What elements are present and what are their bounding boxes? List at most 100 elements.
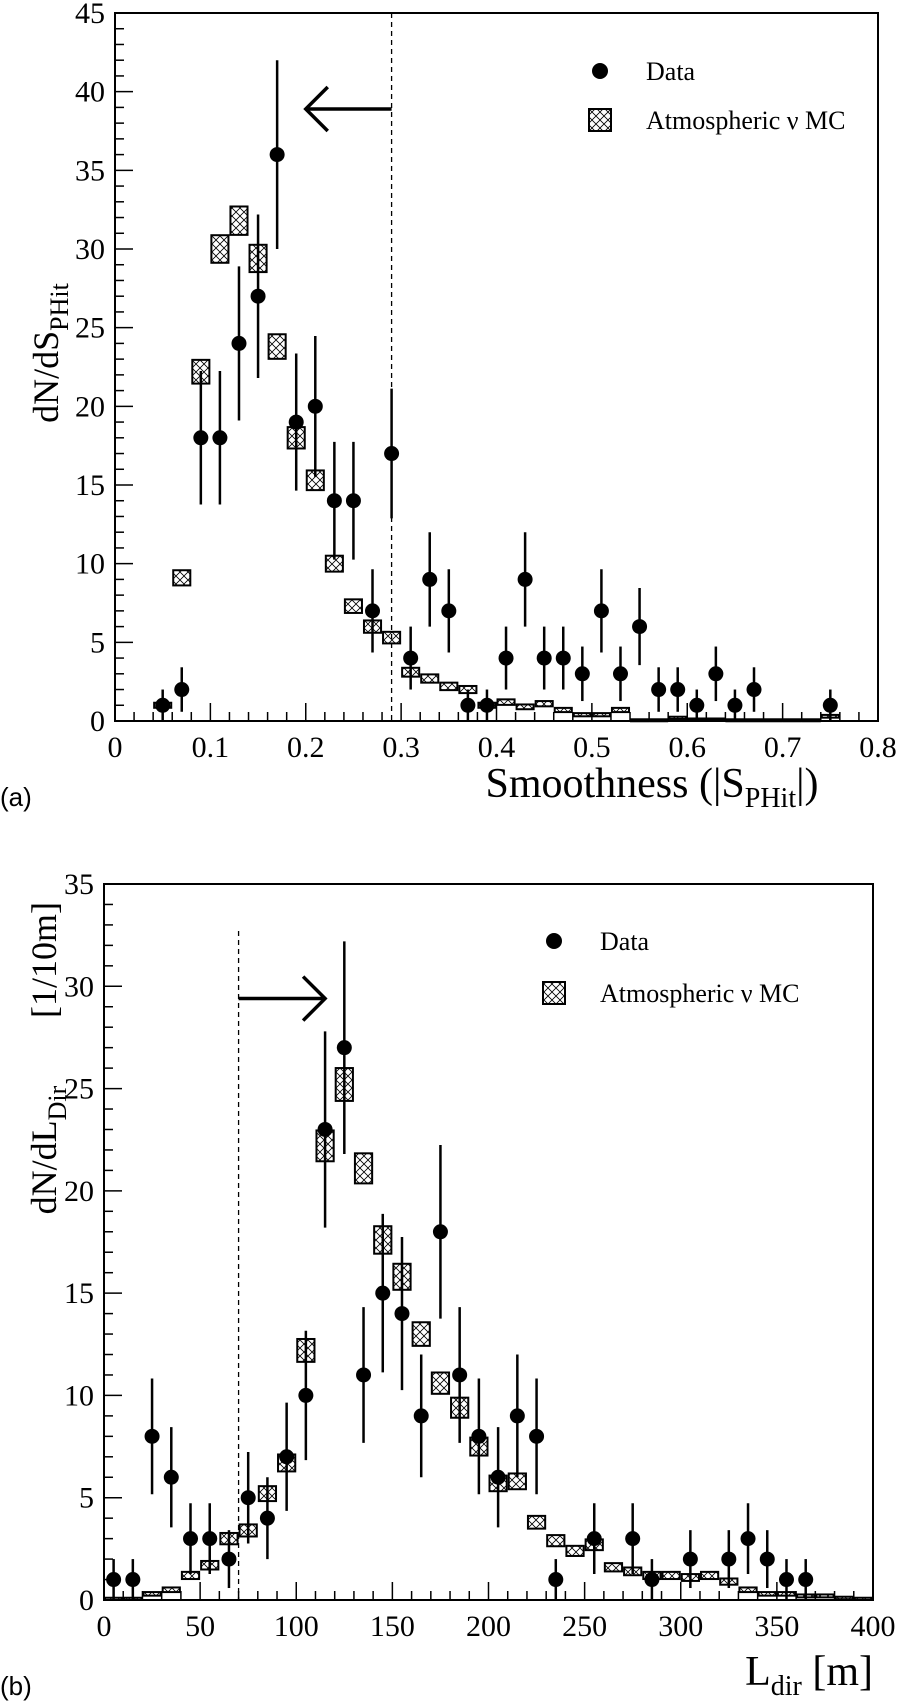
y-tick-label: 10 — [75, 548, 105, 581]
data-point — [221, 1551, 237, 1567]
y-tick-label: 20 — [64, 1175, 94, 1208]
mc-box — [142, 1591, 162, 1597]
mc-box — [706, 717, 726, 722]
mc-box — [834, 1595, 854, 1601]
mc-box — [161, 1586, 181, 1594]
data-point — [269, 147, 285, 163]
data-point — [298, 1387, 314, 1403]
x-tick-label: 400 — [851, 1610, 896, 1643]
mc-box — [420, 673, 440, 684]
mc-box — [496, 698, 516, 706]
mc-box — [526, 1514, 547, 1530]
x-tick-label: 0.6 — [669, 731, 707, 764]
mc-box — [757, 1591, 777, 1597]
mc-box — [738, 1586, 758, 1594]
data-point — [517, 571, 533, 587]
x-tick-label: 300 — [658, 1610, 703, 1643]
mc-box — [430, 1371, 451, 1395]
mc-box — [553, 706, 573, 714]
data-point — [317, 1121, 333, 1137]
x-tick-label: 200 — [466, 1610, 511, 1643]
data-point — [612, 666, 628, 682]
legend-mc-label: Atmospheric ν MC — [600, 979, 800, 1008]
y-tick-label: 0 — [79, 1584, 94, 1617]
x-tick-label: 0.7 — [764, 731, 802, 764]
data-point — [689, 697, 705, 713]
x-tick-label: 0.3 — [382, 731, 420, 764]
data-point — [651, 682, 667, 698]
panel-a-smoothness: (a) Smoothness (|SPHit|) dN/dSPHit 0 0.1 0… — [0, 0, 897, 814]
x-tick-label: 350 — [754, 1610, 799, 1643]
data-point — [778, 1572, 794, 1588]
cut-arrow-head — [303, 85, 329, 133]
y-tick-label: 10 — [64, 1379, 94, 1412]
data-point — [721, 1551, 737, 1567]
mc-box — [853, 1596, 874, 1602]
y-axis-title: dN/dSPHit — [26, 282, 74, 422]
data-point — [125, 1572, 141, 1588]
panel-label: (a) — [0, 782, 32, 812]
panel-label: (b) — [0, 1671, 32, 1701]
data-point — [356, 1367, 372, 1383]
data-point — [288, 414, 304, 430]
x-tick-label: 50 — [185, 1610, 215, 1643]
legend-data-label: Data — [600, 927, 650, 956]
data-point — [326, 493, 342, 509]
mc-box — [382, 630, 402, 645]
mc-box — [699, 1570, 720, 1581]
y-tick-label: 15 — [64, 1277, 94, 1310]
mc-box — [546, 1534, 566, 1548]
data-point — [529, 1428, 545, 1444]
y-tick-label: 25 — [64, 1073, 94, 1106]
data-point — [307, 398, 323, 414]
x-tick-label: 0 — [97, 1610, 112, 1643]
data-point — [574, 666, 590, 682]
mc-box — [630, 718, 650, 723]
data-point — [536, 650, 552, 666]
data-point — [452, 1367, 468, 1383]
panel-b-ldir: (b) Ldir [m] dN/dLDir [1/10m] 0 50 100 150 2… — [0, 868, 896, 1702]
y-tick-label: 5 — [79, 1482, 94, 1515]
mc-box — [572, 712, 592, 718]
y-tick-label: 25 — [75, 312, 105, 345]
data-point — [163, 1469, 179, 1485]
mc-box — [603, 1562, 624, 1573]
y-tick-label: 45 — [75, 0, 105, 30]
data-point — [509, 1408, 525, 1424]
data-point — [555, 650, 571, 666]
x-tick-label: 0.2 — [287, 731, 325, 764]
data-point — [670, 682, 686, 698]
x-tick-label: 0 — [108, 731, 123, 764]
mc-box — [763, 718, 783, 723]
x-tick-label: 0.1 — [192, 731, 230, 764]
y-tick-label: 30 — [64, 970, 94, 1003]
data-point — [413, 1408, 429, 1424]
data-point — [498, 650, 514, 666]
x-tick-label: 0.8 — [859, 731, 897, 764]
y-tick-label: 0 — [90, 705, 105, 738]
mc-box — [172, 569, 192, 587]
x-axis-title: Smoothness (|SPHit|) — [485, 761, 818, 814]
data-point — [375, 1285, 391, 1301]
data-point — [394, 1306, 410, 1322]
legend-data-marker — [592, 63, 608, 79]
mc-box — [744, 718, 764, 723]
y-tick-label: 20 — [75, 390, 105, 423]
y-tick-label: 40 — [75, 76, 105, 109]
x-tick-label: 150 — [370, 1610, 415, 1643]
data-point — [106, 1572, 122, 1588]
data-point — [441, 603, 457, 619]
legend-data-label: Data — [646, 57, 696, 86]
y-tick-label: 15 — [75, 469, 105, 502]
data-point — [212, 430, 228, 446]
data-point — [586, 1531, 602, 1547]
mc-box — [210, 234, 230, 264]
data-point — [632, 619, 648, 635]
data-point — [202, 1531, 218, 1547]
mc-box — [353, 1152, 374, 1185]
data-point — [746, 682, 762, 698]
data-point — [259, 1510, 275, 1526]
data-point — [193, 430, 209, 446]
data-point — [625, 1531, 641, 1547]
data-point — [708, 666, 724, 682]
